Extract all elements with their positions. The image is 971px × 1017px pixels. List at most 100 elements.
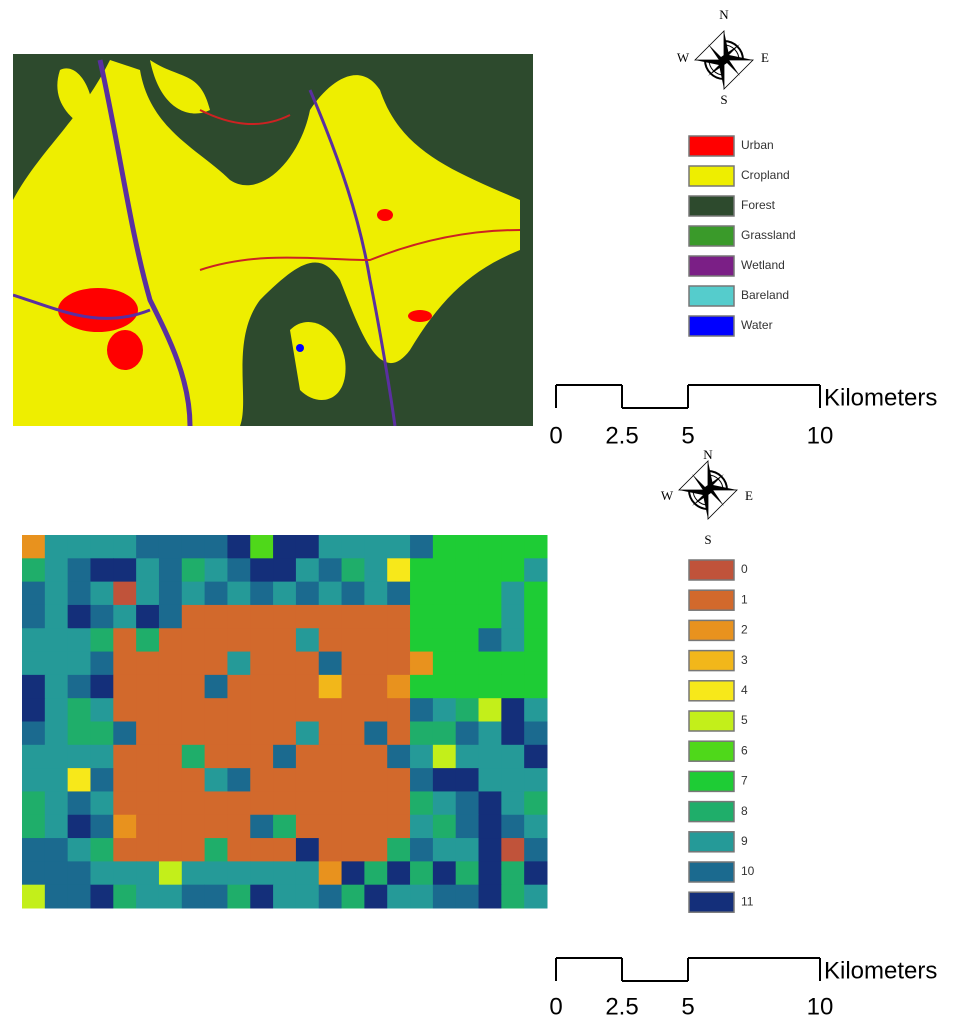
raster-cell	[159, 535, 182, 559]
raster-cell	[342, 861, 365, 885]
raster-cell	[319, 745, 342, 769]
raster-cell	[364, 582, 387, 606]
raster-cell	[90, 558, 113, 582]
legend-label: Bareland	[741, 288, 789, 302]
raster-cell	[90, 652, 113, 676]
scale-label: 10	[807, 993, 834, 1017]
raster-cell	[45, 675, 68, 699]
raster-cell	[159, 722, 182, 746]
raster-cell	[456, 722, 479, 746]
raster-cell	[479, 745, 502, 769]
raster-cell	[205, 628, 228, 652]
raster-cell	[273, 582, 296, 606]
raster-cell	[22, 558, 45, 582]
legend-swatch	[689, 316, 734, 336]
raster-cell	[273, 605, 296, 629]
raster-cell	[205, 791, 228, 815]
raster-cell	[227, 861, 250, 885]
raster-cell	[501, 675, 524, 699]
raster-cell	[479, 722, 502, 746]
raster-cell	[90, 722, 113, 746]
raster-cell	[501, 791, 524, 815]
raster-cell	[250, 698, 273, 722]
raster-cell	[501, 558, 524, 582]
legend-label: Urban	[741, 138, 774, 152]
legend-swatch	[689, 862, 734, 882]
raster-cell	[456, 652, 479, 676]
raster-cell	[410, 535, 433, 559]
raster-cell	[296, 768, 319, 792]
raster-cell	[364, 605, 387, 629]
raster-cell	[433, 815, 456, 839]
raster-cell	[342, 745, 365, 769]
raster-cell	[364, 861, 387, 885]
legend-label: 7	[741, 774, 748, 788]
raster-cell	[45, 722, 68, 746]
raster-cell	[524, 675, 547, 699]
raster-cell	[364, 652, 387, 676]
raster-cell	[524, 652, 547, 676]
legend-swatch	[689, 711, 734, 731]
raster-cell	[136, 628, 159, 652]
raster-cell	[113, 768, 136, 792]
raster-cell	[273, 791, 296, 815]
raster-cell	[387, 535, 410, 559]
raster-cell	[45, 861, 68, 885]
raster-cell	[159, 698, 182, 722]
raster-cell	[319, 582, 342, 606]
raster-cell	[433, 675, 456, 699]
raster-cell	[90, 535, 113, 559]
raster-cell	[136, 815, 159, 839]
raster-cell	[410, 675, 433, 699]
raster-cell	[136, 675, 159, 699]
compass-n: N	[719, 7, 729, 22]
raster-cell	[45, 652, 68, 676]
raster-cell	[90, 698, 113, 722]
raster-cell	[159, 885, 182, 909]
raster-cell	[364, 535, 387, 559]
raster-cell	[296, 791, 319, 815]
raster-cell	[364, 815, 387, 839]
legend-label: 6	[741, 743, 748, 757]
raster-cell	[296, 652, 319, 676]
raster-cell	[205, 652, 228, 676]
raster-cell	[45, 698, 68, 722]
raster-cell	[364, 768, 387, 792]
raster-cell	[113, 745, 136, 769]
raster-cell	[45, 605, 68, 629]
raster-cell	[22, 722, 45, 746]
raster-cell	[456, 885, 479, 909]
legend-swatch	[689, 560, 734, 580]
raster-cell	[45, 885, 68, 909]
legend-label: 9	[741, 834, 748, 848]
legend-swatch	[689, 892, 734, 912]
raster-cell	[250, 838, 273, 862]
raster-cell	[22, 861, 45, 885]
raster-cell	[479, 652, 502, 676]
raster-cell	[227, 582, 250, 606]
raster-cell	[159, 791, 182, 815]
raster-cell	[68, 745, 91, 769]
raster-cell	[410, 605, 433, 629]
raster-cell	[433, 582, 456, 606]
raster-cell	[45, 815, 68, 839]
raster-cell	[159, 652, 182, 676]
raster-cell	[113, 885, 136, 909]
raster-cell	[524, 745, 547, 769]
raster-cell	[319, 791, 342, 815]
raster-cell	[68, 582, 91, 606]
legend-swatch	[689, 741, 734, 761]
raster-cell	[22, 815, 45, 839]
raster-cell	[501, 582, 524, 606]
raster-cell	[456, 628, 479, 652]
raster-cell	[319, 768, 342, 792]
raster-cell	[159, 838, 182, 862]
raster-cell	[296, 885, 319, 909]
raster-cell	[342, 558, 365, 582]
raster-cell	[364, 722, 387, 746]
raster-cell	[456, 838, 479, 862]
raster-cell	[501, 885, 524, 909]
legend-label: 11	[741, 894, 754, 908]
raster-cell	[182, 838, 205, 862]
scale-label: 0	[549, 993, 562, 1017]
